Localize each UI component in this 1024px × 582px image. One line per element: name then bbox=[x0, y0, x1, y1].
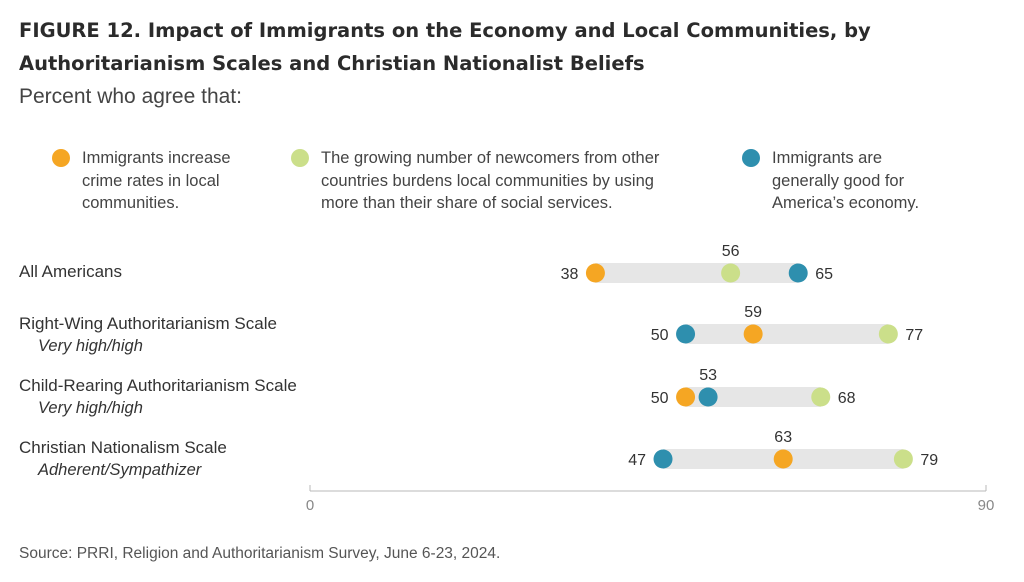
data-label: 63 bbox=[774, 429, 792, 446]
legend-label-economy: Immigrants are generally good for Americ… bbox=[772, 149, 920, 212]
data-label: 50 bbox=[651, 390, 669, 407]
data-point bbox=[773, 449, 793, 469]
data-label: 68 bbox=[838, 390, 856, 407]
data-point bbox=[585, 263, 605, 283]
legend-item-economy: Immigrants are generally good for Americ… bbox=[742, 147, 919, 215]
row-label-2: Child-Rearing Authoritarianism Scale bbox=[19, 376, 297, 395]
legend-label-crime: Immigrants increase crime rates in local… bbox=[82, 149, 231, 212]
data-label: 47 bbox=[628, 452, 646, 469]
data-label: 56 bbox=[722, 243, 740, 260]
data-point bbox=[676, 324, 696, 344]
subtitle: Percent who agree that: bbox=[19, 85, 242, 108]
data-label: 77 bbox=[905, 327, 923, 344]
data-label: 79 bbox=[920, 452, 938, 469]
figure-title: FIGURE 12. Impact of Immigrants on the E… bbox=[19, 19, 871, 75]
legend-item-crime: Immigrants increase crime rates in local… bbox=[52, 147, 231, 215]
x-tick-label: 90 bbox=[978, 497, 995, 514]
data-label: 65 bbox=[815, 266, 833, 283]
x-tick-label: 0 bbox=[306, 497, 314, 514]
legend-item-burden: The growing number of newcomers from oth… bbox=[291, 147, 659, 215]
data-label: 50 bbox=[651, 327, 669, 344]
row-label-3: Christian Nationalism Scale bbox=[19, 438, 227, 457]
source-note: Source: PRRI, Religion and Authoritarian… bbox=[19, 545, 501, 562]
data-label: 38 bbox=[561, 266, 579, 283]
data-point bbox=[721, 263, 741, 283]
legend-dot-icon bbox=[291, 149, 309, 167]
data-point bbox=[893, 449, 913, 469]
data-point bbox=[811, 387, 831, 407]
data-label: 59 bbox=[744, 304, 762, 321]
legend-dot-icon bbox=[742, 149, 760, 167]
data-point bbox=[653, 449, 673, 469]
data-point bbox=[743, 324, 763, 344]
data-point bbox=[788, 263, 808, 283]
row-sublabel-3: Adherent/Sympathizer bbox=[38, 461, 202, 479]
range-bar bbox=[595, 263, 799, 283]
data-point bbox=[676, 387, 696, 407]
range-bar bbox=[685, 387, 821, 407]
legend-dot-icon bbox=[52, 149, 70, 167]
legend-label-burden: The growing number of newcomers from oth… bbox=[321, 149, 660, 212]
data-point bbox=[878, 324, 898, 344]
row-label-1: Right-Wing Authoritarianism Scale bbox=[19, 314, 277, 333]
data-point bbox=[698, 387, 718, 407]
row-label-0: All Americans bbox=[19, 262, 122, 281]
range-bar bbox=[685, 324, 889, 344]
row-sublabel-2: Very high/high bbox=[38, 399, 143, 417]
row-sublabel-1: Very high/high bbox=[38, 337, 143, 355]
data-label: 53 bbox=[699, 367, 717, 384]
